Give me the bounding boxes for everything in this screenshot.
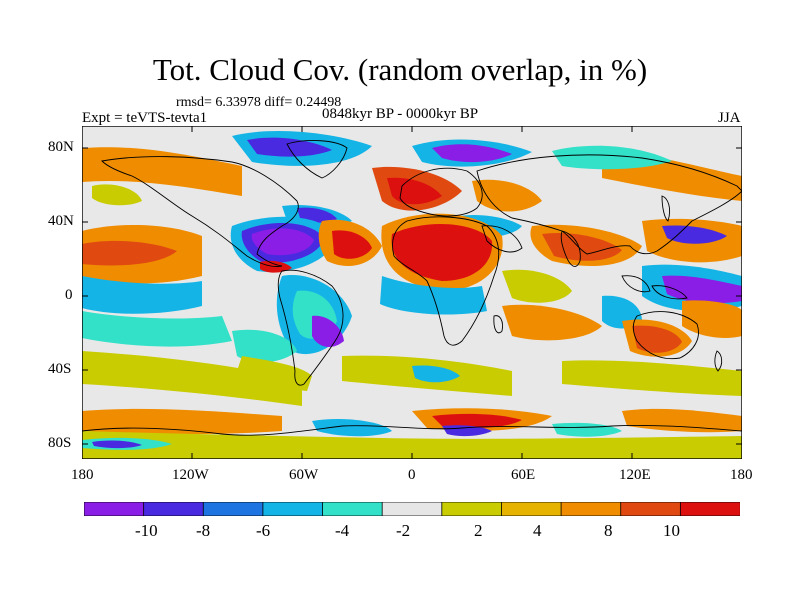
colorbar-cell-8 [560,502,622,516]
colorbar-cell-3 [262,502,324,516]
colorbar-cell-1 [143,502,204,516]
coastlines [82,140,742,436]
colorbar [84,502,740,516]
colorbar-label-10: 10 [663,521,680,540]
experiment-label: Expt = teVTS-tevta1 [82,110,208,126]
colorbar-label-2: 2 [474,521,483,540]
lon-label-120e: 120E [619,467,651,483]
lon-label-180-right: 180 [730,467,753,483]
cloud-cover-map [82,126,742,459]
colorbar-label-minus10: -10 [135,521,158,540]
colorbar-cell-5 [381,502,443,516]
lat-label-80n: 80N [48,139,74,155]
colorbar-cell-0 [84,502,145,516]
colorbar-cell-7 [501,502,562,516]
colorbar-label-8: 8 [604,521,613,540]
lon-label-0: 0 [408,467,416,483]
lat-label-0: 0 [65,287,73,303]
colorbar-cell-9 [620,502,682,516]
colorbar-cell-6 [441,502,503,516]
lon-label-180-left: 180 [71,467,94,483]
colorbar-label-minus8: -8 [196,521,211,540]
plot-title: Tot. Cloud Cov. (random overlap, in %) [152,52,648,87]
colorbar-cell-10 [679,502,740,516]
colorbar-label-minus4: -4 [335,521,350,540]
colorbar-label-minus6: -6 [256,521,271,540]
lat-label-40s: 40S [48,361,72,377]
lon-label-120w: 120W [172,467,209,483]
colorbar-cell-2 [202,502,264,516]
lon-label-60e: 60E [511,467,536,483]
lon-label-60w: 60W [289,467,319,483]
map-ticks [82,126,742,459]
stats-label: rmsd= 6.33978 diff= 0.24498 [176,95,342,110]
lat-label-40n: 40N [48,213,74,229]
colorbar-label-4: 4 [533,521,542,540]
period-label: 0848kyr BP - 0000kyr BP [322,106,479,122]
anomaly-field [82,131,742,459]
colorbar-label-minus2: -2 [396,521,411,540]
colorbar-cell-4 [322,502,383,516]
lat-label-80s: 80S [48,435,72,451]
season-label: JJA [718,110,741,126]
